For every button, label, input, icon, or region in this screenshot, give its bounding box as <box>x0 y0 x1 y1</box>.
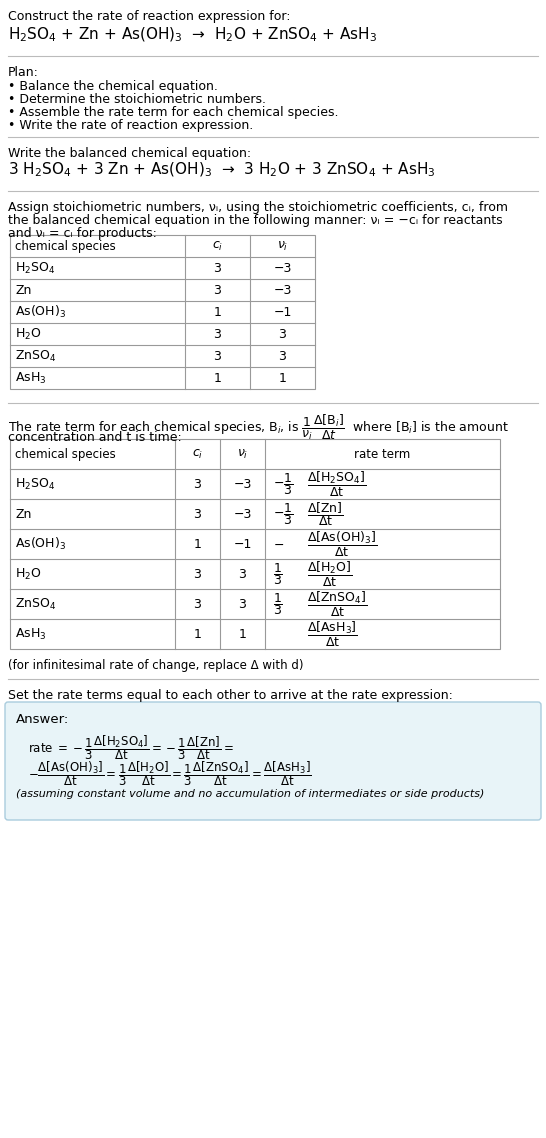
Text: Assign stoichiometric numbers, νᵢ, using the stoichiometric coefficients, cᵢ, fr: Assign stoichiometric numbers, νᵢ, using… <box>8 201 508 214</box>
Text: −3: −3 <box>274 283 292 297</box>
Text: 3: 3 <box>213 283 222 297</box>
Text: rate term: rate term <box>354 447 411 461</box>
Text: −3: −3 <box>233 478 252 490</box>
Text: 3: 3 <box>278 349 287 363</box>
Text: chemical species: chemical species <box>15 447 116 461</box>
Text: $\dfrac{1}{3}$: $\dfrac{1}{3}$ <box>273 591 283 617</box>
Text: $\rm ZnSO_4$: $\rm ZnSO_4$ <box>15 596 56 611</box>
Text: $\rm AsH_3$: $\rm AsH_3$ <box>15 371 46 386</box>
Text: $\rm As(OH)_3$: $\rm As(OH)_3$ <box>15 304 66 320</box>
Text: $\dfrac{1}{3}$: $\dfrac{1}{3}$ <box>273 561 283 587</box>
Text: 3: 3 <box>194 568 201 580</box>
Text: • Determine the stoichiometric numbers.: • Determine the stoichiometric numbers. <box>8 93 266 106</box>
Text: $c_i$: $c_i$ <box>192 447 203 461</box>
Text: 1: 1 <box>194 627 201 641</box>
Text: $\rm AsH_3$: $\rm AsH_3$ <box>15 626 46 642</box>
Text: Plan:: Plan: <box>8 66 39 79</box>
Text: $3\ \rm H_2SO_4$ + 3 Zn + $\rm As(OH)_3$  →  $3\ \rm H_2O$ + 3 $\rm ZnSO_4$ + $\: $3\ \rm H_2SO_4$ + 3 Zn + $\rm As(OH)_3$… <box>8 160 436 180</box>
Text: 3: 3 <box>239 568 246 580</box>
Text: Zn: Zn <box>15 283 31 297</box>
Text: −1: −1 <box>274 305 292 319</box>
Bar <box>10 236 315 389</box>
FancyBboxPatch shape <box>5 702 541 820</box>
Text: chemical species: chemical species <box>15 239 116 253</box>
Text: 1: 1 <box>213 305 222 319</box>
Text: Answer:: Answer: <box>16 714 69 726</box>
Text: (assuming constant volume and no accumulation of intermediates or side products): (assuming constant volume and no accumul… <box>16 789 484 799</box>
Text: 3: 3 <box>213 328 222 340</box>
Text: Write the balanced chemical equation:: Write the balanced chemical equation: <box>8 147 251 160</box>
Text: $c_i$: $c_i$ <box>212 239 223 253</box>
Text: the balanced chemical equation in the following manner: νᵢ = −cᵢ for reactants: the balanced chemical equation in the fo… <box>8 214 503 226</box>
Text: $-\dfrac{\Delta[\rm As(OH)_3]}{\Delta t} = \dfrac{1}{3}\dfrac{\Delta[\rm H_2O]}{: $-\dfrac{\Delta[\rm As(OH)_3]}{\Delta t}… <box>28 759 312 787</box>
Text: • Write the rate of reaction expression.: • Write the rate of reaction expression. <box>8 119 253 132</box>
Text: $\rm As(OH)_3$: $\rm As(OH)_3$ <box>15 536 66 552</box>
Bar <box>10 439 500 649</box>
Text: $\rm H_2SO_4$ + Zn + $\rm As(OH)_3$  →  $\rm H_2O$ + $\rm ZnSO_4$ + $\rm AsH_3$: $\rm H_2SO_4$ + Zn + $\rm As(OH)_3$ → $\… <box>8 26 377 44</box>
Text: $-\dfrac{1}{3}$: $-\dfrac{1}{3}$ <box>273 501 293 527</box>
Text: and νᵢ = cᵢ for products:: and νᵢ = cᵢ for products: <box>8 226 157 240</box>
Text: $\nu_i$: $\nu_i$ <box>237 447 248 461</box>
Text: (for infinitesimal rate of change, replace Δ with d): (for infinitesimal rate of change, repla… <box>8 659 304 673</box>
Text: The rate term for each chemical species, B$_i$, is $\dfrac{1}{\nu_i}\dfrac{\Delt: The rate term for each chemical species,… <box>8 413 509 442</box>
Text: $\dfrac{\Delta[\rm AsH_3]}{\Delta t}$: $\dfrac{\Delta[\rm AsH_3]}{\Delta t}$ <box>307 619 358 649</box>
Text: Zn: Zn <box>15 508 31 520</box>
Text: 3: 3 <box>213 349 222 363</box>
Text: $-\dfrac{1}{3}$: $-\dfrac{1}{3}$ <box>273 471 293 497</box>
Text: • Assemble the rate term for each chemical species.: • Assemble the rate term for each chemic… <box>8 106 339 119</box>
Text: Set the rate terms equal to each other to arrive at the rate expression:: Set the rate terms equal to each other t… <box>8 688 453 702</box>
Text: 3: 3 <box>194 508 201 520</box>
Text: rate $= -\dfrac{1}{3}\dfrac{\Delta[\rm H_2SO_4]}{\Delta t} = -\dfrac{1}{3}\dfrac: rate $= -\dfrac{1}{3}\dfrac{\Delta[\rm H… <box>28 733 234 761</box>
Text: $\rm H_2O$: $\rm H_2O$ <box>15 327 41 341</box>
Text: $\dfrac{\Delta[\rm Zn]}{\Delta t}$: $\dfrac{\Delta[\rm Zn]}{\Delta t}$ <box>307 500 344 528</box>
Text: −3: −3 <box>274 262 292 274</box>
Text: $\rm H_2SO_4$: $\rm H_2SO_4$ <box>15 477 55 492</box>
Text: • Balance the chemical equation.: • Balance the chemical equation. <box>8 80 218 93</box>
Text: 3: 3 <box>213 262 222 274</box>
Text: $\dfrac{\Delta[\rm H_2SO_4]}{\Delta t}$: $\dfrac{\Delta[\rm H_2SO_4]}{\Delta t}$ <box>307 470 366 498</box>
Text: 3: 3 <box>194 478 201 490</box>
Text: $\rm H_2O$: $\rm H_2O$ <box>15 567 41 582</box>
Text: 1: 1 <box>194 537 201 551</box>
Text: 3: 3 <box>278 328 287 340</box>
Text: $\rm ZnSO_4$: $\rm ZnSO_4$ <box>15 348 56 363</box>
Text: $\dfrac{\Delta[\rm ZnSO_4]}{\Delta t}$: $\dfrac{\Delta[\rm ZnSO_4]}{\Delta t}$ <box>307 589 367 619</box>
Text: $\dfrac{\Delta[\rm H_2O]}{\Delta t}$: $\dfrac{\Delta[\rm H_2O]}{\Delta t}$ <box>307 560 353 588</box>
Text: $-$: $-$ <box>273 537 284 551</box>
Text: $\nu_i$: $\nu_i$ <box>277 239 288 253</box>
Text: 3: 3 <box>194 597 201 610</box>
Text: 1: 1 <box>213 371 222 385</box>
Text: Construct the rate of reaction expression for:: Construct the rate of reaction expressio… <box>8 10 290 23</box>
Text: −3: −3 <box>233 508 252 520</box>
Text: concentration and t is time:: concentration and t is time: <box>8 431 182 444</box>
Text: −1: −1 <box>233 537 252 551</box>
Text: 3: 3 <box>239 597 246 610</box>
Text: $\dfrac{\Delta[\rm As(OH)_3]}{\Delta t}$: $\dfrac{\Delta[\rm As(OH)_3]}{\Delta t}$ <box>307 529 377 559</box>
Text: 1: 1 <box>239 627 246 641</box>
Text: $\rm H_2SO_4$: $\rm H_2SO_4$ <box>15 261 55 275</box>
Text: 1: 1 <box>278 371 287 385</box>
